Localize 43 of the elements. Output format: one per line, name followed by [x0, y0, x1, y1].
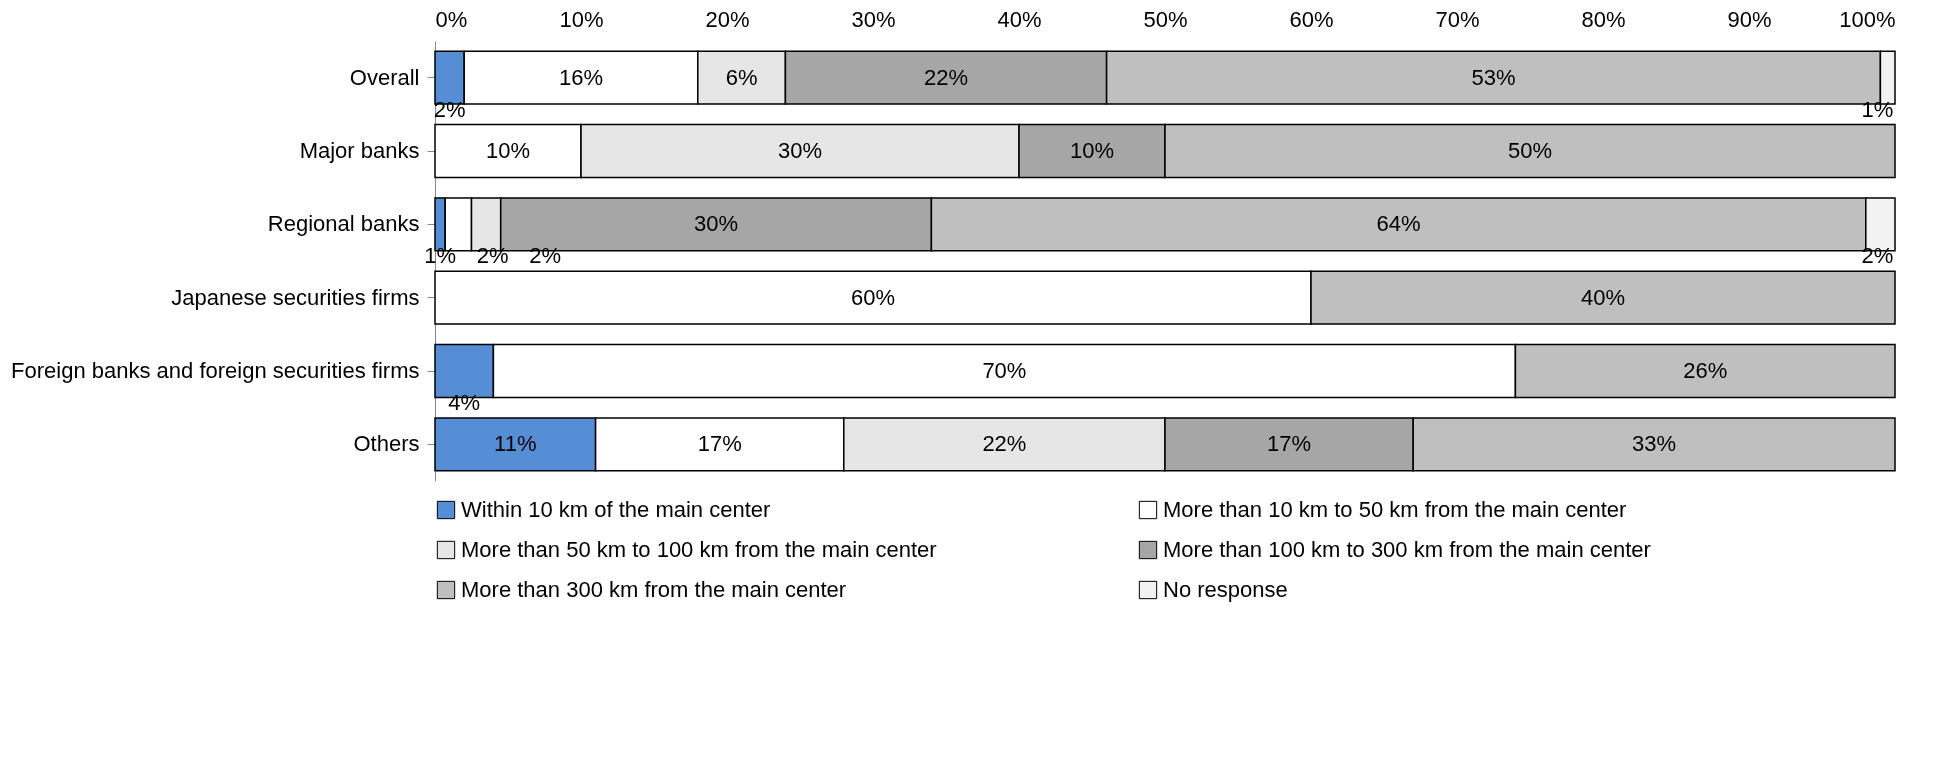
- legend-label: More than 100 km to 300 km from the main center: [1163, 537, 1651, 562]
- x-tick-label: 80%: [1581, 6, 1626, 32]
- legend-label: More than 10 km to 50 km from the main center: [1163, 497, 1627, 522]
- x-tick-label: 40%: [997, 6, 1042, 32]
- legend-label: More than 50 km to 100 km from the main center: [461, 537, 937, 562]
- legend-label: More than 300 km from the main center: [461, 577, 847, 602]
- data-label: 30%: [777, 138, 823, 163]
- y-tick-label: Overall: [349, 64, 420, 90]
- x-tick-label: 70%: [1435, 6, 1480, 32]
- data-label: 70%: [982, 358, 1027, 383]
- x-tick-label: 0%: [435, 6, 468, 32]
- data-label: 10%: [485, 138, 531, 163]
- data-label: 17%: [1267, 431, 1312, 457]
- x-tick-label: 10%: [559, 6, 604, 32]
- data-label: 26%: [1683, 358, 1728, 383]
- y-tick-label: Others: [353, 431, 420, 457]
- data-label: 33%: [1632, 431, 1677, 457]
- data-label: 17%: [697, 431, 742, 457]
- y-tick-label: Regional banks: [267, 211, 420, 237]
- x-tick-label: 60%: [1289, 6, 1334, 32]
- data-label: 6%: [725, 64, 758, 90]
- data-label: 30%: [694, 211, 739, 237]
- data-label: 64%: [1376, 211, 1421, 237]
- data-label: 40%: [1580, 284, 1626, 310]
- x-tick-label: 50%: [1143, 6, 1188, 32]
- y-tick-label: Japanese securities firms: [171, 284, 420, 310]
- x-tick-label: 100%: [1839, 6, 1896, 32]
- data-label: 1%: [424, 243, 457, 269]
- y-tick-label: Foreign banks and foreign securities firms: [11, 358, 420, 383]
- data-label: 22%: [982, 431, 1027, 457]
- data-label: 50%: [1507, 138, 1553, 163]
- data-label: 16%: [558, 64, 604, 90]
- data-label: 53%: [1471, 64, 1516, 90]
- legend-label: No response: [1163, 577, 1288, 602]
- x-tick-label: 90%: [1727, 6, 1772, 32]
- data-label: 11%: [494, 431, 537, 457]
- legend-label: Within 10 km of the main center: [461, 497, 771, 522]
- data-label: 60%: [850, 284, 896, 310]
- x-tick-label: 30%: [851, 6, 896, 32]
- y-tick-label: Major banks: [299, 138, 420, 163]
- data-label: 22%: [923, 64, 969, 90]
- x-tick-label: 20%: [705, 6, 750, 32]
- data-label: 10%: [1069, 138, 1115, 163]
